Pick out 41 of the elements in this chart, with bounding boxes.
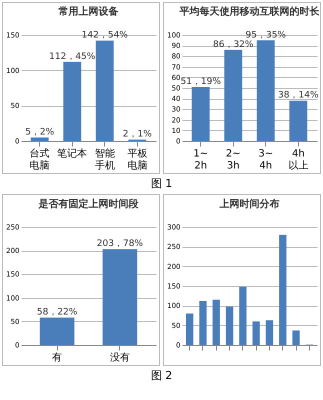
x-tick-label: 4h以上	[288, 148, 308, 172]
chart-title: 常用上网设备	[58, 6, 120, 18]
bar	[292, 330, 300, 345]
bar	[256, 40, 275, 141]
caption: 图 1	[150, 176, 174, 192]
bar	[96, 40, 114, 141]
x-tick-label: 1~2h	[193, 148, 208, 172]
x-tick-label: 没有	[110, 352, 130, 364]
data-label: 203，78%	[96, 239, 144, 250]
x-tick-label: 2~3h	[226, 148, 241, 172]
bar	[30, 137, 49, 141]
bar	[252, 321, 260, 345]
data-label: 51，19%	[180, 76, 222, 87]
x-tick-label: 平板电脑	[127, 148, 148, 172]
data-label: 112，45%	[49, 52, 96, 62]
bar	[279, 234, 286, 345]
x-tick-label: 台式电脑	[30, 148, 50, 172]
data-label: 95，35%	[246, 30, 286, 40]
bar	[239, 286, 247, 345]
data-label: 38，14%	[278, 90, 319, 101]
bar	[266, 320, 274, 345]
bar	[224, 50, 242, 141]
x-tick-label: 智能手机	[94, 148, 115, 172]
bar	[63, 62, 82, 141]
data-label: 2，1%	[122, 130, 152, 140]
x-tick-label: 3~4h	[258, 148, 274, 172]
bar	[199, 300, 207, 345]
data-label: 5，2%	[25, 127, 55, 138]
bar	[186, 314, 194, 345]
bar	[289, 100, 308, 141]
data-label: 58，22%	[36, 308, 78, 318]
bar	[192, 86, 210, 141]
chart-title: 是否有固定上网时间段	[38, 198, 140, 210]
caption: 图 2	[150, 368, 174, 384]
bar	[226, 306, 234, 345]
data-label: 142，54%	[82, 30, 128, 41]
x-tick-label: 笔记本	[57, 148, 88, 160]
bar	[212, 300, 220, 345]
data-label: 86，32%	[213, 40, 254, 50]
x-tick-label: 有	[52, 352, 62, 364]
chart-title: 上网时间分布	[218, 198, 280, 210]
